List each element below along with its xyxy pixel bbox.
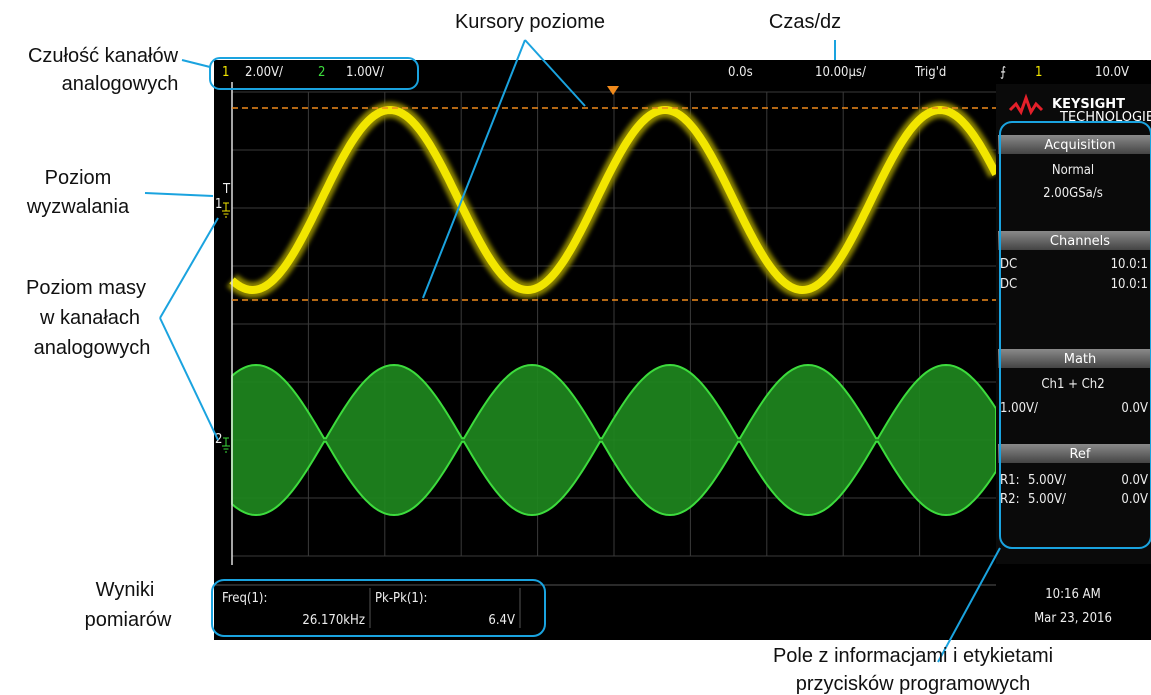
coupling: DC <box>1000 257 1017 272</box>
ch2-label: 2 <box>318 65 325 80</box>
ref-header: Ref <box>1069 447 1090 462</box>
measurement-label: Pk-Pk(1): <box>375 591 427 606</box>
channels-header: Channels <box>1050 234 1110 249</box>
ref-offset: 0.0V <box>1121 492 1148 507</box>
annotation: analogowych <box>34 337 151 359</box>
screenshot: 1 2.00V/ 2 1.00V/ 0.0s 10.00µs/ Trig'd ⨍… <box>0 0 1151 695</box>
callout-line <box>182 60 210 67</box>
coupling: DC <box>1000 277 1017 292</box>
ch2-scale: 1.00V/ <box>346 65 384 80</box>
acquisition-rate: 2.00GSa/s <box>1043 186 1103 201</box>
clock-date: Mar 23, 2016 <box>1034 611 1112 626</box>
trigger-status: Trig'd <box>914 65 946 80</box>
ref-name: R1: <box>1000 473 1020 488</box>
annotation: Wyniki <box>96 579 155 601</box>
trigger-level: 10.0V <box>1095 65 1129 80</box>
probe-ratio: 10.0:1 <box>1111 257 1148 272</box>
trigger-slope: ⨍ <box>1000 65 1006 80</box>
ch1-scale: 2.00V/ <box>245 65 283 80</box>
math-function: Ch1 + Ch2 <box>1041 377 1104 392</box>
annotation: Czułość kanałów <box>28 45 179 67</box>
ref-scale: 5.00V/ <box>1028 473 1066 488</box>
annotation: analogowych <box>62 73 179 95</box>
annotation: Pole z informacjami i etykietami <box>773 645 1053 667</box>
time-scale: 10.00µs/ <box>815 65 866 80</box>
annotation: Poziom <box>45 167 112 189</box>
annotation: wyzwalania <box>26 196 130 218</box>
math-header: Math <box>1064 352 1097 367</box>
ref-offset: 0.0V <box>1121 473 1148 488</box>
ref-name: R2: <box>1000 492 1020 507</box>
clock-time: 10:16 AM <box>1045 587 1101 602</box>
annotation: Kursory poziome <box>455 11 605 33</box>
measurement-value: 26.170kHz <box>302 613 365 628</box>
probe-ratio: 10.0:1 <box>1111 277 1148 292</box>
math-offset: 0.0V <box>1121 401 1148 416</box>
annotation: przycisków programowych <box>796 673 1031 695</box>
ch1-label: 1 <box>222 65 229 80</box>
delay: 0.0s <box>728 65 753 80</box>
trigger-channel: 1 <box>1035 65 1042 80</box>
callout-line <box>160 218 218 318</box>
math-scale: 1.00V/ <box>1000 401 1038 416</box>
trigger-marker: T <box>222 182 231 197</box>
annotation: Czas/dz <box>769 11 841 33</box>
ch1-ground-marker: 1 <box>215 197 222 212</box>
annotation: pomiarów <box>85 609 172 631</box>
acquisition-header: Acquisition <box>1044 138 1115 153</box>
annotation: w kanałach <box>39 307 140 329</box>
callout-line <box>160 318 218 440</box>
measurement-value: 6.4V <box>488 613 515 628</box>
annotation: Poziom masy <box>26 277 146 299</box>
measurement-label: Freq(1): <box>222 591 267 606</box>
ref-scale: 5.00V/ <box>1028 492 1066 507</box>
side-panel: KEYSIGHT TECHNOLOGIES Acquisition Normal… <box>996 84 1151 564</box>
acquisition-mode: Normal <box>1052 163 1094 178</box>
callout-line <box>145 193 213 196</box>
